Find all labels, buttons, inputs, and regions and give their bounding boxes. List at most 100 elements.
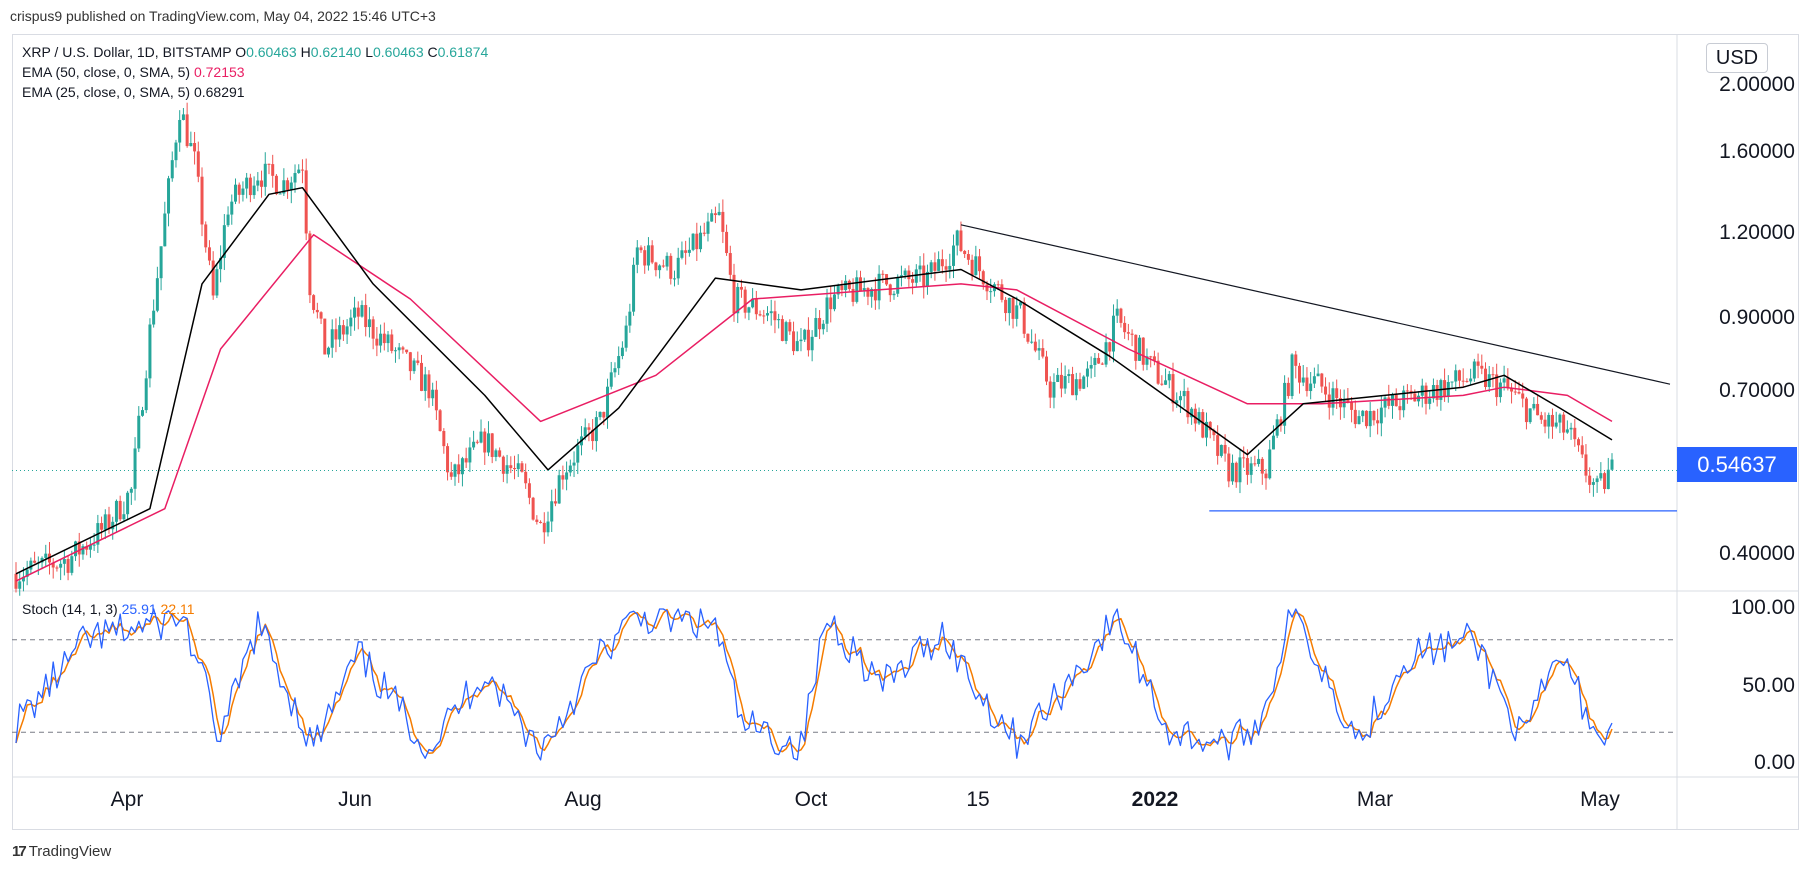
candle-body — [594, 417, 598, 442]
candle-body — [725, 231, 729, 254]
candle-body — [1141, 337, 1145, 365]
candle-body — [159, 246, 163, 279]
candle-body — [133, 448, 137, 489]
candle-body — [851, 288, 855, 302]
candle-body — [475, 441, 479, 443]
candle-body — [1085, 368, 1089, 377]
candle-body — [788, 322, 792, 332]
stoch-tick-label: 100.00 — [1730, 596, 1795, 619]
candle-body — [1093, 357, 1097, 365]
candle-body — [446, 446, 450, 473]
candle-body — [1420, 385, 1424, 396]
candle-body — [1238, 457, 1242, 483]
candle-body — [732, 274, 736, 314]
candle-body — [1004, 299, 1008, 314]
candle-body — [88, 544, 92, 550]
candle-body — [1171, 374, 1175, 404]
ema25-legend[interactable]: EMA (25, close, 0, SMA, 5) 0.68291 — [22, 84, 245, 100]
candle-body — [1357, 416, 1361, 425]
candle-body — [1469, 378, 1473, 382]
candle-body — [1524, 398, 1528, 423]
candle-body — [713, 213, 717, 216]
candle-body — [271, 164, 275, 176]
stoch-d-line — [15, 608, 1613, 754]
candle-body — [840, 285, 844, 291]
candle-body — [1108, 342, 1112, 352]
candle-body — [1528, 408, 1532, 423]
candle-body — [248, 177, 252, 196]
candle-body — [862, 288, 866, 292]
candle-body — [360, 305, 364, 317]
candle-body — [1033, 341, 1037, 351]
candle-body — [438, 410, 442, 432]
candle-body — [1405, 390, 1409, 392]
stoch-legend[interactable]: Stoch (14, 1, 3) 25.91 22.11 — [22, 601, 195, 617]
candle-body — [665, 255, 669, 267]
candle-body — [55, 567, 59, 569]
candle-body — [978, 256, 982, 272]
currency-button[interactable]: USD — [1706, 43, 1768, 73]
candle-body — [739, 286, 743, 290]
candle-body — [918, 265, 922, 270]
candle-body — [974, 256, 978, 276]
candle-body — [583, 427, 587, 437]
tradingview-brand[interactable]: 17 TradingView — [12, 843, 111, 860]
candle-body — [505, 465, 509, 474]
candle-body — [803, 329, 807, 340]
candle-body — [914, 269, 918, 283]
candle-body — [762, 315, 766, 317]
candle-body — [1480, 365, 1484, 369]
candle-body — [576, 445, 580, 463]
candle-body — [516, 463, 520, 470]
candle-body — [1316, 373, 1320, 377]
stoch-tick-label: 50.00 — [1742, 674, 1795, 697]
candle-body — [1130, 333, 1134, 335]
candle-body — [114, 500, 118, 522]
candle-body — [148, 324, 152, 379]
candle-body — [1472, 361, 1476, 379]
candle-body — [669, 255, 673, 279]
candle-body — [1353, 409, 1357, 425]
candle-body — [777, 319, 781, 321]
ema50-line — [15, 234, 1613, 582]
candle-body — [144, 378, 148, 411]
candle-body — [806, 329, 810, 351]
candle-body — [989, 291, 993, 293]
candle-body — [1037, 348, 1041, 351]
candle-body — [1178, 396, 1182, 401]
candle-body — [59, 563, 63, 568]
support-price-tag: 0.54637 — [1677, 447, 1797, 482]
candle-body — [1134, 334, 1138, 361]
ema50-legend[interactable]: EMA (50, close, 0, SMA, 5) 0.72153 — [22, 64, 245, 80]
candle-body — [1227, 453, 1231, 482]
candle-body — [1610, 459, 1614, 470]
candle-body — [758, 314, 762, 316]
candle-body — [479, 431, 483, 443]
candle-body — [181, 114, 185, 120]
candle-body — [111, 521, 115, 530]
candle-body — [472, 441, 476, 448]
published-by-line: crispus9 published on TradingView.com, M… — [10, 8, 436, 24]
candle-body — [434, 389, 438, 411]
candle-body — [416, 360, 420, 363]
candle-body — [1595, 478, 1599, 483]
candle-body — [371, 319, 375, 339]
candle-body — [1461, 380, 1465, 382]
candle-body — [542, 522, 546, 533]
candle-body — [1428, 398, 1432, 404]
candle-body — [353, 307, 357, 318]
candle-body — [1588, 475, 1592, 485]
candle-body — [948, 265, 952, 270]
candle-body — [1193, 408, 1197, 424]
candle-body — [490, 433, 494, 457]
time-label-jun: Jun — [338, 788, 372, 811]
candle-body — [1186, 391, 1190, 418]
candle-body — [873, 289, 877, 301]
candle-body — [423, 374, 427, 391]
symbol-name[interactable]: XRP / U.S. Dollar, 1D, BITSTAMP — [22, 44, 232, 60]
candle-body — [1007, 297, 1011, 314]
candle-body — [375, 338, 379, 346]
candle-body — [178, 119, 182, 143]
price-tick-label: 1.20000 — [1719, 221, 1795, 244]
